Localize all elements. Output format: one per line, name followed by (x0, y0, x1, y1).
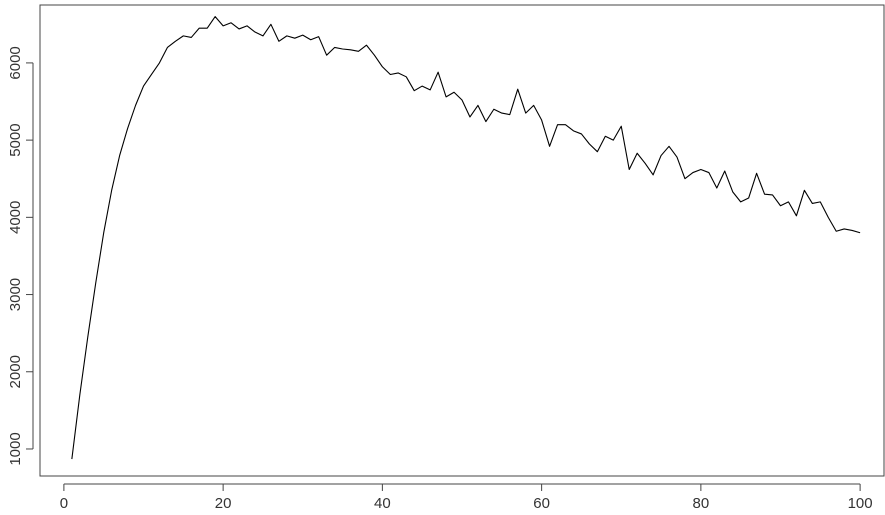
plot-area-box (39, 4, 885, 477)
x-tick-label: 0 (60, 495, 68, 512)
series-line (71, 16, 861, 460)
y-tick-label: 3000 (7, 278, 24, 311)
x-tick-label: 40 (374, 495, 391, 512)
x-tick-label: 100 (848, 495, 873, 512)
y-tick-label: 2000 (7, 355, 24, 388)
x-axis: 0 20 40 60 80 100 (60, 483, 873, 512)
x-tick-label: 80 (693, 495, 710, 512)
y-tick-label: 1000 (7, 432, 24, 465)
y-axis: 1000 2000 3000 4000 5000 6000 (7, 46, 34, 466)
x-tick-label: 60 (533, 495, 550, 512)
y-tick-label: 6000 (7, 46, 24, 79)
series-layer (71, 16, 861, 460)
y-tick-label: 5000 (7, 123, 24, 156)
x-tick-label: 20 (215, 495, 232, 512)
y-tick-label: 4000 (7, 201, 24, 234)
